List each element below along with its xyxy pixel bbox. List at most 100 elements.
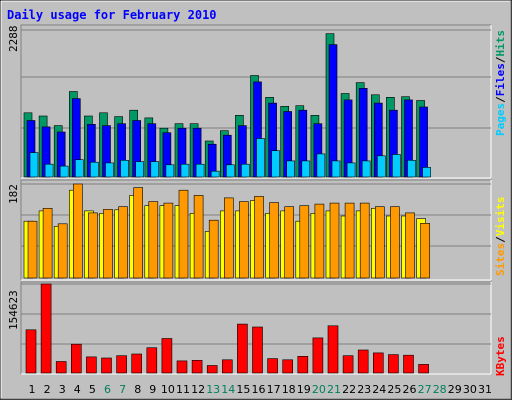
kbytes-panel-legend: KBytes (494, 336, 507, 376)
sites-bar (88, 212, 98, 279)
kbytes-bar (267, 358, 278, 374)
day-label: 6 (104, 383, 111, 396)
pages-bar (226, 164, 235, 178)
sites-bar (420, 223, 430, 279)
sites-bar (284, 206, 295, 279)
day-label: 24 (372, 383, 386, 396)
kbytes-panel: 154623 KBytes (7, 281, 507, 376)
day-label: 29 (448, 383, 462, 396)
kbytes-bar (40, 283, 52, 374)
sites-bar (224, 197, 234, 279)
kbytes-bar (252, 326, 263, 374)
sites-bar (329, 202, 340, 279)
legend-pages: Pages (494, 103, 507, 136)
kbytes-bar (191, 359, 203, 374)
sites-bar (314, 203, 325, 279)
kbytes-bar (161, 338, 173, 374)
sites-bar (344, 202, 355, 279)
pages-bar (195, 163, 205, 178)
kbytes-bar (418, 364, 429, 374)
kbytes-bar (342, 355, 354, 374)
day-label: 20 (312, 383, 326, 396)
pages-bar (165, 164, 175, 178)
kbytes-bar (372, 352, 384, 374)
hits-panel-max-label: 2288 (7, 26, 20, 53)
pages-bar (256, 138, 265, 178)
pages-bar (301, 160, 311, 178)
kbytes-bar (282, 359, 294, 374)
day-label: 11 (176, 383, 190, 396)
pages-bar (150, 161, 160, 178)
sites-bar (405, 212, 415, 279)
pages-bar (75, 159, 84, 178)
sites-bar (269, 202, 279, 279)
sites-bar (254, 196, 264, 279)
kbytes-bar (116, 355, 127, 374)
pages-bar (105, 162, 114, 178)
pages-bar (271, 150, 280, 178)
hits-panel-legend: Pages/Files/Hits (494, 30, 507, 136)
day-label: 18 (282, 383, 296, 396)
kbytes-bar (297, 355, 309, 374)
day-label: 26 (403, 383, 417, 396)
kbytes-bar (71, 343, 82, 374)
kbytes-bar (131, 353, 142, 374)
day-label: 31 (478, 383, 492, 396)
pages-bar (135, 161, 144, 178)
kbytes-bar (146, 347, 158, 374)
visits-panel-legend: Sites/Visits (494, 197, 507, 277)
sites-bar (42, 208, 53, 279)
pages-bar (392, 154, 401, 178)
day-label: 9 (149, 383, 156, 396)
pages-bar (346, 162, 356, 178)
sites-bar (118, 206, 128, 279)
legend-sep-1: / (494, 96, 507, 103)
pages-bar (44, 163, 54, 178)
kbytes-bar (222, 359, 233, 374)
day-label: 5 (89, 383, 96, 396)
day-label: 25 (387, 383, 401, 396)
legend-visits: Visits (494, 197, 507, 237)
kbytes-bar (312, 337, 324, 374)
day-label: 30 (463, 383, 477, 396)
chart-title: Daily usage for February 2010 (7, 8, 217, 22)
day-label: 28 (433, 383, 447, 396)
kbytes-panel-max-label: 154623 (7, 290, 20, 330)
pages-bar (90, 161, 99, 178)
legend-sep-3: / (494, 236, 507, 243)
day-label: 3 (59, 383, 66, 396)
legend-files: Files (494, 63, 507, 96)
hits-panel: 2288 Pages/Files/Hits (7, 24, 507, 179)
legend-hits: Hits (494, 30, 507, 57)
day-label: 1 (29, 383, 36, 396)
day-label: 10 (161, 383, 175, 396)
sites-bar (374, 206, 385, 279)
day-label: 14 (221, 383, 235, 396)
pages-bar (422, 167, 431, 178)
sites-bar (133, 187, 143, 279)
day-label: 2 (44, 383, 51, 396)
day-label: 4 (74, 383, 81, 396)
pages-bar (286, 160, 296, 178)
day-label: 7 (119, 383, 126, 396)
sites-bar (178, 189, 189, 279)
kbytes-bar (101, 357, 112, 374)
files-bar (328, 44, 338, 178)
visits-panel-max-label: 182 (7, 184, 20, 204)
sites-bar (163, 202, 174, 279)
pages-bar (29, 152, 39, 178)
kbytes-bar (237, 323, 248, 374)
pages-bar (407, 160, 416, 178)
kbytes-bar (206, 365, 218, 374)
day-label: 19 (297, 383, 311, 396)
sites-bar (103, 209, 113, 279)
sites-bar (239, 201, 249, 279)
pages-bar (361, 160, 371, 178)
pages-bar (316, 153, 326, 178)
sites-bar (299, 205, 310, 279)
sites-bar (27, 220, 38, 279)
sites-bar (390, 206, 400, 279)
kbytes-bar (55, 361, 67, 374)
day-label: 27 (418, 383, 432, 396)
